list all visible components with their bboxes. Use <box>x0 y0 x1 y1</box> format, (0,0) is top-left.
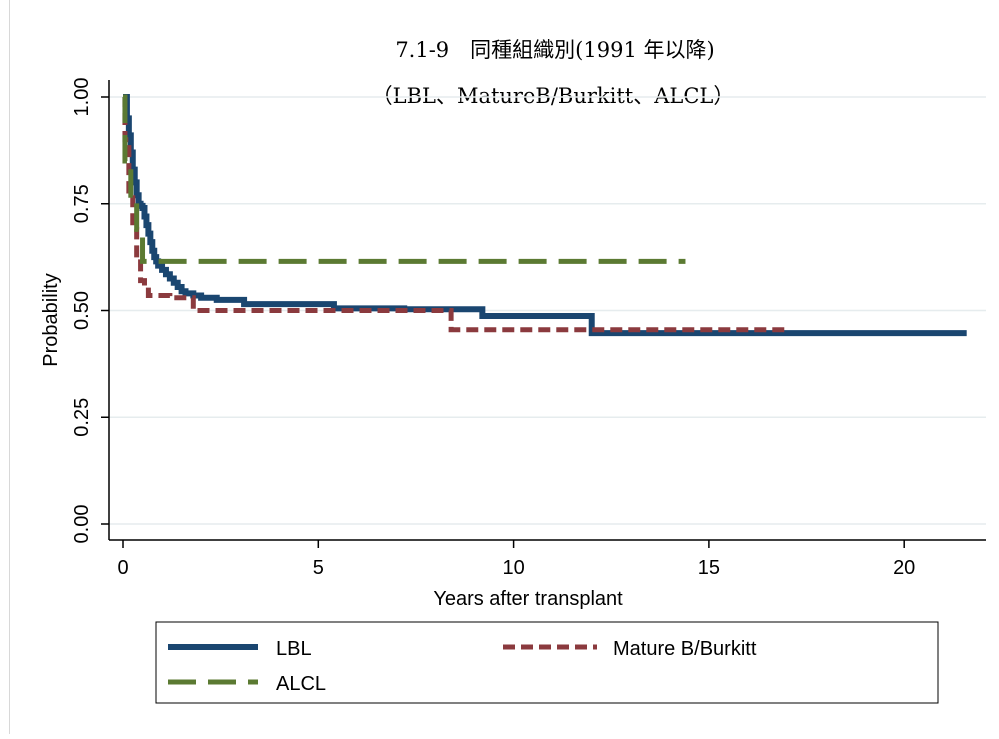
series-line-lbl <box>123 94 967 337</box>
x-tick-label-0: 0 <box>117 557 128 579</box>
y-tick-label-4: 1.00 <box>71 78 93 117</box>
y-axis-ticks: 0.00 0.25 0.50 0.75 1.00 <box>71 78 109 544</box>
x-tick-label-4: 20 <box>893 557 915 579</box>
y-tick-label-0: 0.00 <box>71 505 93 544</box>
chart-title: 7.1-9 同種組織別(1991 年以降) <box>395 38 714 62</box>
y-tick-label-1: 0.25 <box>71 398 93 437</box>
y-tick-label-3: 0.75 <box>71 184 93 223</box>
y-axis-title: Probability <box>40 273 62 366</box>
x-axis-ticks: 0 5 10 15 20 <box>117 540 915 579</box>
chart-subtitle: （LBL、MatureB/Burkitt、ALCL） <box>372 84 735 108</box>
legend-label-lbl: LBL <box>276 638 312 660</box>
legend-label-alcl: ALCL <box>276 673 326 695</box>
series-layer <box>122 94 967 337</box>
x-tick-label-1: 5 <box>313 557 324 579</box>
x-tick-label-2: 10 <box>502 557 524 579</box>
x-axis-title: Years after transplant <box>433 588 623 610</box>
series-line-alcl <box>122 94 686 264</box>
x-tick-label-3: 15 <box>698 557 720 579</box>
legend-label-mature-b-burkitt: Mature B/Burkitt <box>613 638 757 660</box>
legend-box <box>155 621 939 704</box>
legend: LBL Mature B/Burkitt ALCL <box>155 621 939 704</box>
y-tick-label-2: 0.50 <box>71 291 93 330</box>
